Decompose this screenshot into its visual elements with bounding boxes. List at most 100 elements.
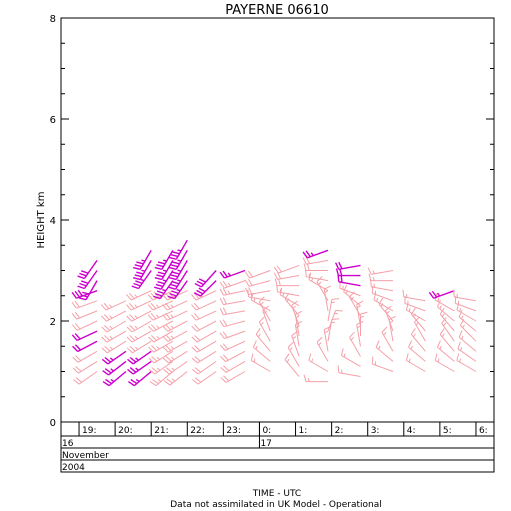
wind-barb [441, 317, 455, 342]
wind-barb [101, 330, 127, 343]
hour-tick-label: 23: [226, 426, 240, 436]
day-label: 17 [260, 439, 271, 449]
wind-barb [71, 289, 98, 299]
wind-barb [72, 350, 98, 363]
wind-barb [71, 320, 98, 331]
wind-barb [220, 350, 246, 363]
wind-barb [192, 371, 217, 385]
month-row [60, 447, 495, 461]
wind-barb [72, 360, 98, 374]
wind-barb [101, 340, 127, 354]
wind-barb [279, 287, 300, 307]
wind-barb [343, 284, 361, 307]
wind-barb [162, 320, 188, 332]
wind-barb [73, 371, 98, 385]
hour-tick-label: 1: [299, 426, 308, 436]
wind-barb [148, 320, 174, 332]
wind-barb [436, 300, 455, 322]
time-axis-panel: 19: 20: 21: 22: 23: 0: 1: 2: 3: 4: 5: 6: 16 17 Novem… [60, 421, 495, 473]
wind-barb [327, 298, 340, 322]
wind-barb [457, 341, 477, 362]
wind-barb [359, 311, 368, 337]
wind-barb [370, 279, 394, 292]
wind-barb [219, 330, 246, 340]
wind-barb [428, 290, 455, 299]
wind-barb [337, 365, 361, 378]
wind-barb [349, 291, 361, 317]
wind-barb [162, 350, 188, 364]
wind-barb [132, 249, 152, 271]
wind-barb [154, 260, 174, 281]
wind-barb [72, 340, 98, 353]
wind-barb [219, 319, 246, 328]
wind-barb [436, 340, 455, 362]
hour-tick-label: 21: [154, 426, 168, 436]
wind-barb [102, 360, 127, 376]
wind-barb [193, 280, 217, 297]
wind-barb [458, 330, 477, 352]
hour-tick-label: 2: [335, 426, 344, 436]
wind-barb [169, 239, 188, 260]
wind-barb [302, 249, 329, 259]
year-row [60, 459, 495, 473]
wind-barb [316, 336, 329, 362]
wind-barb [454, 296, 477, 312]
wind-barb [323, 285, 331, 311]
wind-barb [148, 360, 174, 375]
wind-barb [147, 300, 174, 311]
wind-barb [308, 272, 329, 292]
footnote: Data not assimilated in UK Model - Opera… [170, 500, 381, 510]
wind-barb [154, 249, 174, 271]
wind-barb [77, 270, 98, 290]
wind-barb [163, 371, 188, 386]
year-label: 2004 [62, 463, 85, 473]
wind-barb [126, 330, 152, 343]
wind-barb [191, 300, 217, 311]
wind-barb [192, 360, 217, 375]
wind-barb [219, 297, 246, 306]
hour-tick-label: 4: [407, 426, 416, 436]
wind-barb [250, 353, 271, 372]
wind-barb [458, 310, 477, 332]
hour-tick-label: 3: [371, 426, 380, 436]
wind-barb [335, 261, 361, 270]
wind-barb [126, 290, 152, 301]
hour-tick-label: 5: [443, 426, 452, 436]
wind-barb [381, 326, 394, 352]
wind-barb [371, 356, 394, 372]
wind-barb [244, 287, 271, 296]
wind-barb [302, 256, 329, 265]
wind-barb [127, 350, 152, 365]
y-tick-label: 4 [50, 216, 56, 227]
wind-barb [410, 328, 426, 352]
wind-barb [169, 260, 188, 281]
wind-barb [126, 320, 152, 333]
wind-barb [191, 340, 217, 353]
y-tick-label: 2 [50, 317, 56, 328]
wind-barb [367, 267, 394, 275]
wind-barb [163, 360, 188, 375]
wind-barb [126, 340, 152, 354]
wind-barb [101, 310, 127, 322]
wind-barb [284, 353, 300, 377]
wind-barb [162, 340, 188, 353]
wind-barb [71, 300, 98, 309]
wind-barb [327, 309, 343, 332]
wind-barb [162, 300, 188, 311]
wind-barb [219, 280, 246, 289]
wind-barb [219, 269, 246, 279]
hour-tick-label: 0: [262, 426, 271, 436]
wind-barb [132, 260, 152, 281]
hour-tick-label: 19: [82, 426, 96, 436]
wind-barb [373, 292, 394, 312]
wind-barb [402, 289, 426, 302]
y-tick-label: 8 [50, 14, 56, 25]
wind-barb [453, 289, 477, 302]
wind-barb [169, 249, 188, 271]
hour-tick-label: 6: [479, 426, 488, 436]
wind-barb [220, 360, 246, 373]
wind-barb [274, 278, 300, 287]
wind-barb [162, 330, 188, 342]
wind-barb [191, 330, 217, 343]
